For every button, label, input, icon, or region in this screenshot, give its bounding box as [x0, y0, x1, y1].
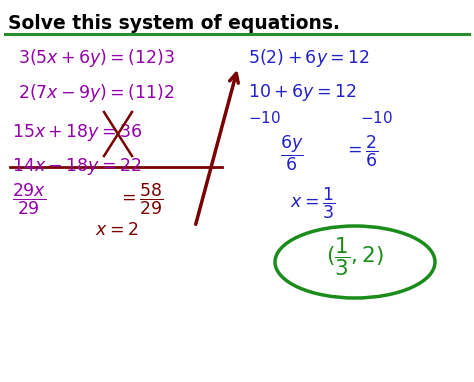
Text: Solve this system of equations.: Solve this system of equations.: [8, 14, 340, 33]
Text: $-10$: $-10$: [248, 110, 281, 126]
Text: $15x + 18y = 36$: $15x + 18y = 36$: [12, 122, 143, 143]
Text: $(\dfrac{1}{3}, 2)$: $(\dfrac{1}{3}, 2)$: [326, 236, 384, 278]
Text: $x = \dfrac{1}{3}$: $x = \dfrac{1}{3}$: [290, 186, 335, 222]
Text: $= \dfrac{2}{6}$: $= \dfrac{2}{6}$: [344, 134, 378, 170]
Text: $5(2) + 6y = 12$: $5(2) + 6y = 12$: [248, 47, 370, 69]
Text: $-10$: $-10$: [360, 110, 393, 126]
Text: $\dfrac{6y}{6}$: $\dfrac{6y}{6}$: [280, 134, 303, 173]
Text: $\dfrac{29x}{29}$: $\dfrac{29x}{29}$: [12, 182, 46, 217]
Text: $3(5x + 6y)=(12)3$: $3(5x + 6y)=(12)3$: [18, 47, 175, 69]
Text: $x = 2$: $x = 2$: [95, 222, 138, 239]
Ellipse shape: [275, 226, 435, 298]
Text: $2(7x - 9y)=(11)2$: $2(7x - 9y)=(11)2$: [18, 82, 175, 104]
Text: $= \dfrac{58}{29}$: $= \dfrac{58}{29}$: [118, 182, 164, 217]
Text: $10 + 6y = 12$: $10 + 6y = 12$: [248, 82, 356, 103]
Text: $14x - 18y = 22$: $14x - 18y = 22$: [12, 156, 142, 177]
